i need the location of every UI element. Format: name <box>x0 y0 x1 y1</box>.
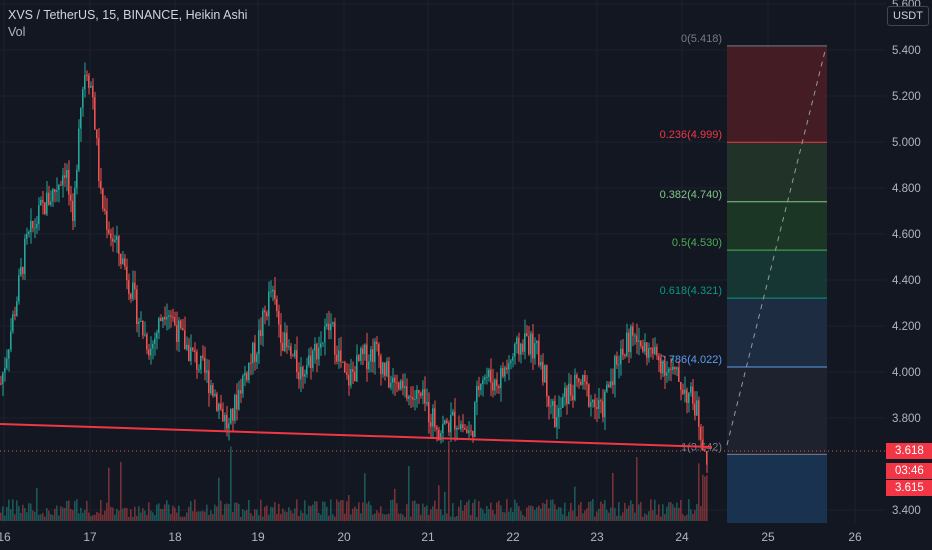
time-tick-label: 16 <box>0 530 11 544</box>
trendline[interactable] <box>0 423 713 448</box>
fib-level-label: 0.236(4.999) <box>660 129 722 141</box>
fib-level-label: 0.618(4.321) <box>660 285 722 297</box>
time-axis[interactable]: 16 17 18 19 20 21 22 23 24 25 26 <box>0 523 932 550</box>
time-tick-label: 18 <box>168 530 182 544</box>
time-tick-label: 24 <box>675 530 689 544</box>
last-price-tag: 3.618 <box>886 443 932 459</box>
time-tick-label: 21 <box>421 530 435 544</box>
price-tick-label: 5.000 <box>892 137 921 149</box>
fib-level-label: 0(5.418) <box>681 33 722 45</box>
price-tick-label: 4.600 <box>892 229 921 241</box>
time-tick-label: 19 <box>251 530 265 544</box>
volume-title[interactable]: Vol <box>8 25 26 39</box>
price-tick-label: 4.400 <box>892 275 921 287</box>
price-tick-label: 5.200 <box>892 91 921 103</box>
time-tick-label: 17 <box>83 530 97 544</box>
time-tick-label: 26 <box>848 530 862 544</box>
price-tick-label: 4.000 <box>892 367 921 379</box>
price-tick-label: 4.200 <box>892 321 921 333</box>
price-axis[interactable]: 5.600 5.400 5.200 5.000 4.800 4.600 4.400 4.200… <box>886 0 932 523</box>
bar-countdown-tag: 03:46 <box>886 463 932 479</box>
price-tick-label: 3.400 <box>892 505 921 517</box>
price-tick-label: 5.600 <box>892 0 921 11</box>
price-tick-label: 4.800 <box>892 183 921 195</box>
candlestick-series <box>0 62 708 473</box>
time-tick-label: 20 <box>337 530 351 544</box>
fib-level-label: 0.786(4.022) <box>660 354 722 366</box>
price-tick-label: 5.400 <box>892 45 921 57</box>
time-tick-label: 25 <box>761 530 775 544</box>
time-tick-label: 23 <box>590 530 604 544</box>
symbol-legend: XVS / TetherUS, 15, BINANCE, Heikin Ashi… <box>8 7 247 41</box>
bid-price-tag: 3.615 <box>886 480 932 496</box>
fib-trend-line <box>726 46 827 446</box>
fib-level-label: 0.382(4.740) <box>660 189 722 201</box>
fib-retracement[interactable]: 0(5.418) 0.236(4.999) 0.382(4.740) 0.5(4.53… <box>660 33 827 523</box>
fib-level-label: 0.5(4.530) <box>672 237 722 249</box>
symbol-title[interactable]: XVS / TetherUS, 15, BINANCE, Heikin Ashi <box>8 8 248 22</box>
currency-unit-button[interactable]: USDT <box>887 6 929 26</box>
time-tick-label: 22 <box>506 530 520 544</box>
volume-bars <box>0 440 708 521</box>
price-tick-label: 3.800 <box>892 413 921 425</box>
